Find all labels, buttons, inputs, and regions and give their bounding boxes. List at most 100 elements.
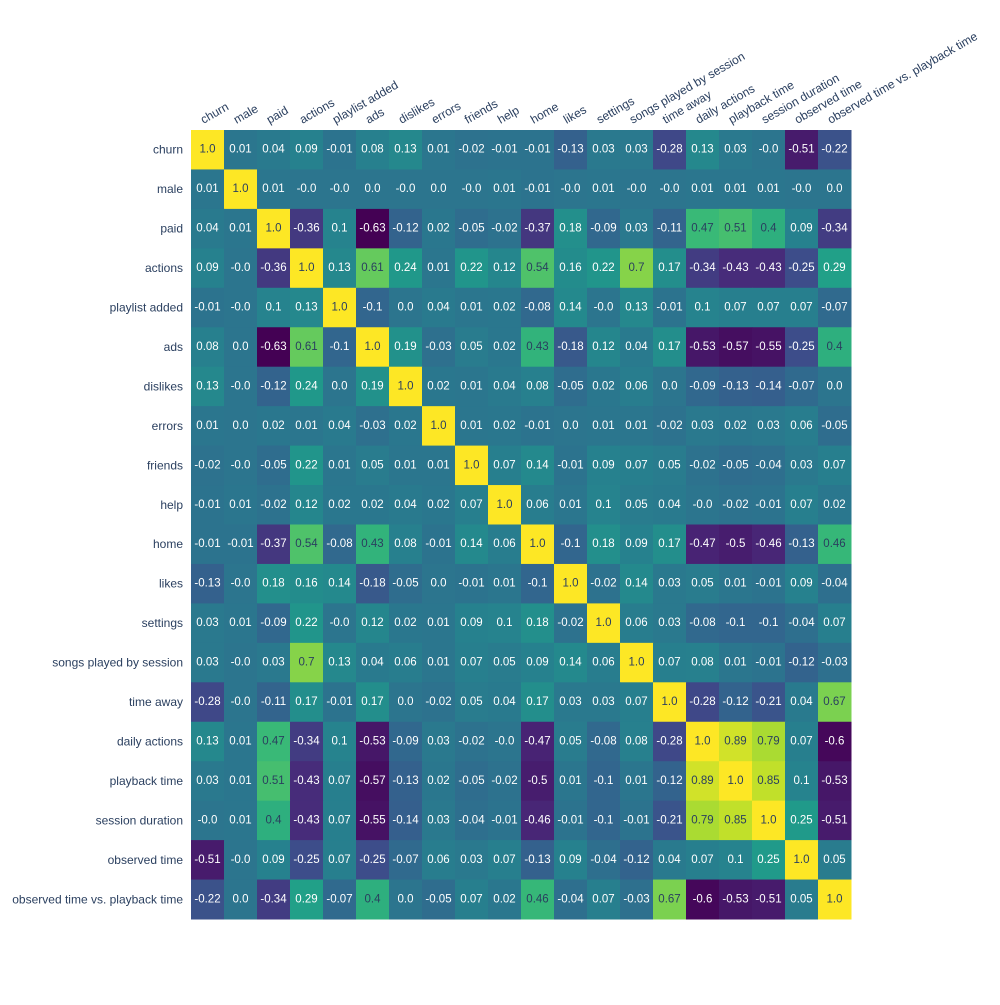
heatmap-cell [653, 682, 687, 723]
heatmap-cell-value: 0.01 [427, 262, 449, 274]
heatmap-cell-value: -0.13 [392, 775, 418, 787]
y-axis-tick-label: time away [129, 695, 183, 709]
heatmap-cell [422, 642, 456, 683]
heatmap-cell [422, 682, 456, 723]
heatmap-cell-value: 0.14 [328, 578, 351, 590]
heatmap-cell-value: 0.01 [427, 617, 449, 629]
heatmap-cell [257, 800, 291, 841]
heatmap-cell [422, 879, 456, 920]
heatmap-cell-value: -0.43 [722, 262, 748, 274]
heatmap-cell [686, 879, 720, 920]
heatmap-cell-value: -0.05 [392, 578, 418, 590]
heatmap-cell [587, 840, 621, 881]
heatmap-cell [323, 840, 357, 881]
heatmap-cell [257, 761, 291, 802]
heatmap-cell-value: -0.02 [722, 499, 748, 511]
heatmap-cell-value: -0.46 [755, 538, 781, 550]
heatmap-cell-value: -0.05 [458, 223, 484, 235]
heatmap-cell-value: -0.55 [755, 341, 781, 353]
heatmap-cell [455, 327, 489, 368]
heatmap-cell [686, 800, 720, 841]
heatmap-cell-value: 0.67 [658, 893, 680, 905]
heatmap-cell [257, 840, 291, 881]
heatmap-cell [521, 366, 555, 407]
heatmap-cell-value: -0.21 [656, 814, 682, 826]
heatmap-cell [521, 761, 555, 802]
heatmap-cell-value: 0.01 [460, 380, 482, 392]
heatmap-cell-value: 0.18 [559, 223, 581, 235]
heatmap-cell-value: 0.51 [262, 775, 284, 787]
heatmap-cell-value: -0.0 [759, 144, 779, 156]
y-axis-tick-label: errors [152, 419, 183, 433]
heatmap-cell-value: -0.02 [458, 735, 484, 747]
heatmap-cell [356, 327, 390, 368]
heatmap-cell [554, 208, 588, 249]
heatmap-cell-value: -0.01 [557, 459, 583, 471]
heatmap-cell [752, 287, 786, 328]
heatmap-cell-value: 0.1 [497, 617, 513, 629]
heatmap-cell-value: 0.07 [460, 499, 482, 511]
heatmap-cell [389, 130, 423, 170]
heatmap-cell-value: 0.01 [196, 183, 218, 195]
heatmap-cell-value: 0.07 [658, 657, 680, 669]
heatmap-cell [356, 682, 390, 723]
heatmap-cell-value: -0.43 [293, 775, 319, 787]
heatmap-cell [653, 366, 687, 407]
heatmap-cell [686, 130, 720, 170]
y-axis-tick-label: songs played by session [52, 656, 183, 670]
heatmap-cell-value: 0.09 [460, 617, 482, 629]
heatmap-cell-value: -0.01 [656, 302, 682, 314]
heatmap-cell-value: -0.05 [260, 459, 286, 471]
heatmap-cell-value: -0.12 [722, 696, 748, 708]
heatmap-cell [818, 327, 852, 368]
heatmap-cell-value: 0.85 [724, 814, 746, 826]
heatmap-cell [785, 879, 819, 920]
heatmap-cell [356, 879, 390, 920]
heatmap-cell-value: 0.61 [361, 262, 383, 274]
heatmap-cell [620, 327, 654, 368]
heatmap-cell [488, 327, 522, 368]
heatmap-cell-value: 0.0 [332, 380, 348, 392]
heatmap-cell-value: 0.0 [827, 380, 843, 392]
heatmap-cell-value: -0.51 [788, 144, 814, 156]
heatmap-cell-value: -0.47 [524, 735, 550, 747]
heatmap-cell-value: 0.04 [328, 420, 351, 432]
heatmap-cell-value: -0.0 [792, 183, 812, 195]
heatmap-cell-value: -0.55 [359, 814, 385, 826]
heatmap-cell [620, 761, 654, 802]
heatmap-cell-value: -0.01 [227, 538, 253, 550]
heatmap-cell [686, 248, 720, 289]
heatmap-cell [752, 130, 786, 170]
heatmap-cell [488, 524, 522, 565]
heatmap-cell [620, 130, 654, 170]
heatmap-cell [653, 445, 687, 486]
heatmap-cell [389, 603, 423, 644]
heatmap-cell [356, 485, 390, 525]
heatmap-cell [587, 524, 621, 565]
heatmap-cell-value: -0.04 [557, 893, 584, 905]
heatmap-cell-value: 0.1 [332, 223, 348, 235]
heatmap-cell [719, 287, 753, 328]
heatmap-cell-value: -0.14 [755, 380, 782, 392]
heatmap-cell [686, 406, 720, 447]
heatmap-cell [389, 879, 423, 920]
heatmap-cell-value: 1.0 [299, 262, 315, 274]
heatmap-cell-value: 0.0 [431, 578, 447, 590]
heatmap-cell-value: 0.04 [658, 499, 681, 511]
heatmap-cell [290, 879, 324, 920]
heatmap-cell-value: 0.01 [229, 814, 251, 826]
heatmap-cell [257, 208, 291, 249]
heatmap-cell-value: 0.03 [427, 735, 449, 747]
heatmap-cell-value: -0.37 [260, 538, 286, 550]
heatmap-cell [488, 485, 522, 525]
heatmap-cell [257, 445, 291, 486]
heatmap-cell-value: -0.04 [788, 617, 815, 629]
heatmap-cell [323, 169, 357, 210]
x-axis-tick-label: dislikes [396, 95, 437, 127]
heatmap-cell [752, 563, 786, 604]
heatmap-cell [323, 682, 357, 723]
y-axis-tick-label: dislikes [144, 379, 183, 393]
heatmap-cell [719, 761, 753, 802]
heatmap-cell-value: -0.02 [458, 144, 484, 156]
